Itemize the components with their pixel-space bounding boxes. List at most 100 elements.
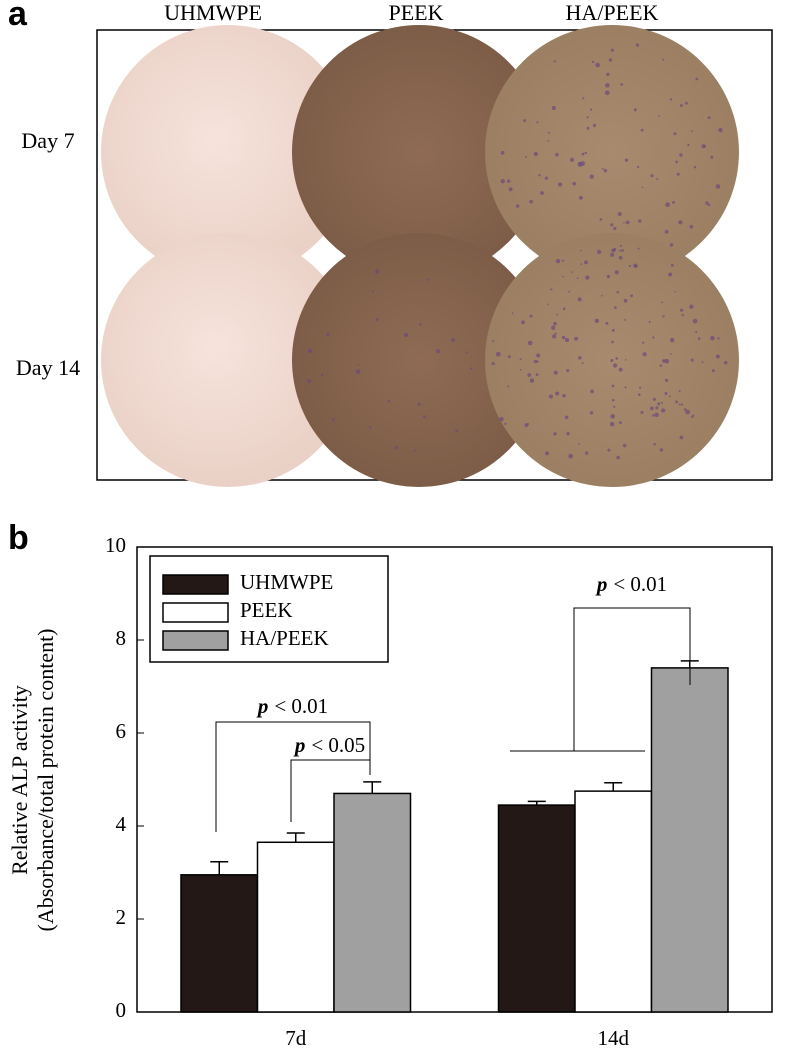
speckle [661, 401, 664, 404]
speckle [690, 130, 693, 133]
speckle [674, 290, 676, 293]
speckle [609, 421, 615, 427]
speckle [691, 415, 694, 419]
speckle [641, 186, 644, 189]
speckle [707, 203, 711, 207]
speckle [550, 288, 553, 291]
speckle [622, 443, 627, 448]
speckle [553, 60, 556, 63]
speckle [520, 368, 522, 371]
y-axis-label: (Absorbance/total protein content) [33, 628, 58, 931]
speckle [585, 451, 589, 455]
speckle [555, 152, 559, 157]
speckle [619, 244, 622, 247]
speckle [679, 104, 683, 107]
p-symbol: p [293, 733, 306, 757]
speckle [701, 361, 704, 364]
speckle [664, 229, 669, 234]
speckle [544, 176, 549, 180]
bracket [290, 759, 370, 822]
speckle [564, 415, 569, 420]
speckle [507, 385, 510, 388]
speckle [581, 152, 585, 156]
speckle [592, 123, 597, 128]
legend-label: PEEK [240, 598, 293, 622]
x-tick-label: 14d [598, 1026, 630, 1050]
y-tick-label: 10 [105, 533, 126, 557]
speckle [594, 318, 600, 323]
y-tick-label: 4 [116, 812, 127, 836]
p-threshold: < 0.01 [613, 572, 667, 596]
legend-swatch [162, 602, 229, 623]
speckle [638, 219, 642, 223]
speckle [521, 320, 525, 325]
speckle [608, 58, 613, 62]
speckle [492, 340, 495, 343]
speckle [642, 341, 645, 344]
speckle [616, 455, 620, 460]
speckle [613, 226, 617, 231]
speckle [619, 249, 622, 252]
speckle [657, 402, 661, 406]
speckle [578, 356, 582, 360]
speckle [710, 155, 714, 159]
speckle [633, 263, 638, 268]
panel-label: b [8, 519, 29, 557]
speckle [568, 290, 571, 293]
row-label: Day 7 [21, 128, 74, 153]
speckle [580, 161, 585, 166]
speckle [659, 364, 663, 367]
speckle [605, 321, 609, 325]
speckle [601, 167, 604, 170]
speckle [623, 318, 626, 321]
speckle [568, 453, 574, 459]
speckle [540, 191, 544, 195]
legend-swatch [162, 574, 229, 595]
speckle [525, 156, 528, 159]
speckle [650, 174, 654, 178]
speckle [669, 353, 672, 355]
speckle [707, 116, 711, 120]
speckle [403, 332, 409, 338]
sample-images [101, 25, 739, 487]
speckle [369, 426, 372, 429]
speckle [620, 83, 624, 86]
speckle [508, 187, 513, 192]
speckle [524, 423, 529, 428]
speckle [584, 260, 588, 265]
p-symbol: p [595, 572, 608, 596]
speckle [715, 354, 720, 359]
speckle [547, 139, 550, 142]
speckle [651, 414, 655, 417]
speckle [693, 165, 697, 169]
speckle [355, 369, 361, 374]
speckle [659, 448, 664, 452]
speckle [320, 373, 324, 377]
speckle [673, 132, 677, 136]
speckle [705, 201, 709, 205]
legend-label: UHMWPE [240, 570, 333, 594]
speckle [678, 403, 681, 406]
speckle [616, 290, 620, 294]
speckle [574, 336, 579, 341]
speckle [639, 386, 642, 389]
speckle [523, 119, 527, 123]
speckle [692, 318, 698, 324]
speckle [553, 432, 557, 436]
speckle [610, 48, 614, 52]
speckle [579, 249, 582, 252]
speckle [580, 263, 583, 266]
speckle [640, 128, 644, 132]
speckle [623, 221, 625, 224]
disc [101, 233, 355, 487]
speckle [307, 379, 312, 384]
speckle [529, 314, 533, 318]
speckle [394, 446, 399, 450]
speckle [529, 199, 533, 204]
speckle [630, 294, 633, 298]
speckle [689, 224, 694, 229]
speckle [655, 406, 659, 410]
speckle [600, 294, 603, 297]
speckle [618, 255, 623, 260]
column-label: PEEK [389, 0, 444, 25]
